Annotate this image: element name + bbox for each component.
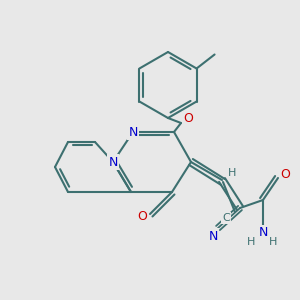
Text: N: N: [108, 155, 118, 169]
Text: H: H: [247, 237, 255, 247]
Text: O: O: [183, 112, 193, 125]
Text: O: O: [280, 167, 290, 181]
Text: O: O: [137, 211, 147, 224]
Text: C: C: [222, 213, 230, 223]
Text: H: H: [269, 237, 277, 247]
Text: N: N: [258, 226, 268, 239]
Text: N: N: [208, 230, 218, 242]
Text: N: N: [128, 125, 138, 139]
Text: H: H: [228, 168, 236, 178]
